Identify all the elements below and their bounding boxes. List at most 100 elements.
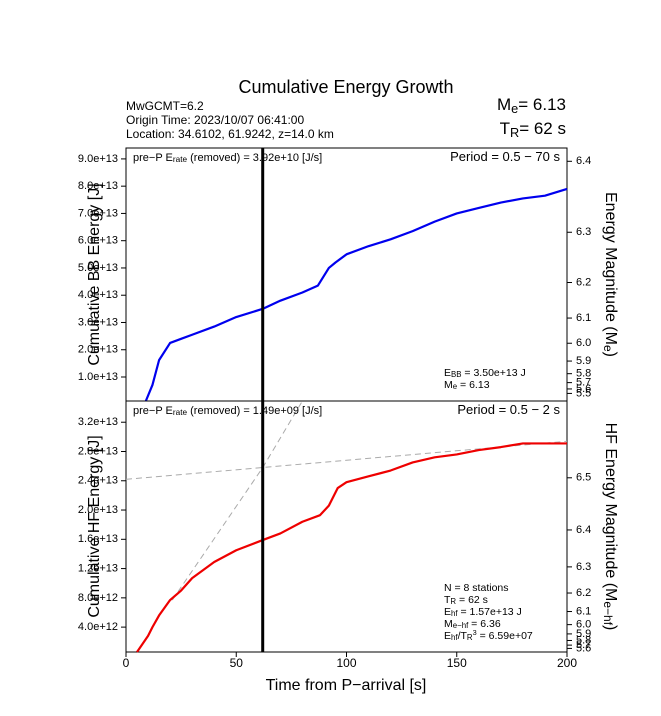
y2-tick-label: 6.2 — [576, 587, 591, 599]
period-annotation-part: Period = 0.5 − 70 s — [450, 149, 560, 164]
stats-line-part: 3 — [473, 628, 477, 637]
panel-frame — [125, 147, 568, 402]
y2-tick-label: 5.5 — [576, 387, 591, 399]
y2-axis-label-part: e — [601, 345, 615, 352]
y2-tick-label: 5.6 — [576, 642, 591, 654]
y2-axis-label-part: HF Energy Magnitude (M — [602, 423, 619, 602]
rupture-time-label: TR= 62 s — [500, 119, 566, 139]
y-tick-label: 6.0e+13 — [78, 235, 118, 247]
rupture-time-label-part: T — [500, 119, 510, 138]
y-tick-label: 9.0e+13 — [78, 153, 118, 165]
stats-line: Me−hf = 6.36 — [444, 618, 501, 630]
y2-tick-label: 5.7 — [576, 639, 591, 651]
y-tick-label: 7.0e+13 — [78, 207, 118, 219]
stats-line: TR = 62 s — [444, 594, 488, 606]
y2-tick-label: 6.0 — [576, 337, 591, 349]
magnitude-label-part: e — [511, 101, 518, 116]
x-tick-label: 200 — [557, 656, 577, 670]
energy-curve — [136, 442, 567, 653]
stats-line-part: E — [444, 630, 451, 642]
erate-annotation-part: (removed) = 1.49e+09 [J/s] — [187, 405, 322, 417]
y-tick-label: 2.4e+13 — [78, 475, 118, 487]
y-tick-label: 5.0e+13 — [78, 262, 118, 274]
rupture-time-label-part: = 62 s — [519, 119, 566, 138]
info-line: MwGCMT=6.2 — [126, 99, 204, 113]
y2-tick-label: 5.7 — [576, 377, 591, 389]
y-tick-label: 4.0e+12 — [78, 621, 118, 633]
stats-line-part: R — [450, 597, 456, 606]
y2-tick-label: 6.5 — [576, 472, 591, 484]
y2-tick-label: 5.9 — [576, 355, 591, 367]
magnitude-label: Me= 6.13 — [497, 95, 566, 115]
stats-line-part: hf — [451, 633, 458, 642]
y-axis-label-part: Cumulative BB Energy [J] — [86, 183, 103, 365]
stats-line-part: = 6.13 — [457, 379, 490, 391]
stats-line-part: M — [444, 618, 453, 630]
erate-annotation-part: rate — [173, 155, 188, 164]
stats-line: Ehf/TR3 = 6.59e+07 — [444, 628, 533, 642]
y-tick-label: 4.0e+13 — [78, 289, 118, 301]
y2-tick-label: 6.3 — [576, 226, 591, 238]
y-tick-label: 1.0e+13 — [78, 371, 118, 383]
stats-line-part: e−hf — [453, 621, 469, 630]
stats-line-part: = 3.50e+13 J — [462, 367, 526, 379]
y2-tick-label: 6.1 — [576, 605, 591, 617]
y-axis-label-part: Cumulative HF Energy [J] — [86, 435, 103, 617]
y-tick-label: 3.0e+13 — [78, 316, 118, 328]
energy-curve — [144, 187, 568, 402]
y2-tick-label: 6.1 — [576, 312, 591, 324]
y2-tick-label: 6.4 — [576, 524, 591, 536]
y2-axis-label: Energy Magnitude (Me) — [601, 192, 619, 357]
reference-line — [125, 440, 568, 480]
magnitude-label-part: = 6.13 — [518, 95, 566, 114]
x-axis-label: Time from P−arrival [s] — [266, 677, 427, 694]
erate-annotation-part: (removed) = 3.92e+10 [J/s] — [187, 152, 322, 164]
stats-line-part: hf — [451, 609, 458, 618]
period-annotation: Period = 0.5 − 70 s — [450, 149, 560, 164]
period-annotation-part: Period = 0.5 − 2 s — [457, 402, 560, 417]
y-tick-label: 1.6e+13 — [78, 533, 118, 545]
y-tick-label: 2.8e+13 — [78, 445, 118, 457]
erate-annotation: pre−P Erate (removed) = 1.49e+09 [J/s] — [133, 405, 322, 417]
y2-tick-label: 5.8 — [576, 634, 591, 646]
stats-line: N = 8 stations — [444, 582, 509, 594]
chart-title: Cumulative Energy Growth — [238, 77, 453, 97]
stats-line-part: e — [453, 382, 458, 391]
info-line: Location: 34.6102, 61.9242, z=14.0 km — [126, 127, 334, 141]
reference-line — [171, 400, 303, 601]
stats-line: Ehf = 1.57e+13 J — [444, 606, 522, 618]
y2-tick-label: 6.0 — [576, 619, 591, 631]
y2-tick-label: 6.2 — [576, 276, 591, 288]
y2-axis-label-part: ) — [602, 625, 619, 630]
erate-annotation: pre−P Erate (removed) = 3.92e+10 [J/s] — [133, 152, 322, 164]
stats-line: EBB = 3.50e+13 J — [444, 367, 526, 379]
magnitude-label-part: M — [497, 95, 511, 114]
stats-line-part: = 6.36 — [468, 618, 501, 630]
stats-line-part: = 1.57e+13 J — [458, 606, 522, 618]
stats-line-part: M — [444, 379, 453, 391]
rupture-time-label-part: R — [510, 125, 519, 140]
x-tick-label: 150 — [447, 656, 467, 670]
y-tick-label: 2.0e+13 — [78, 344, 118, 356]
y2-axis-label-part: Energy Magnitude (M — [602, 192, 619, 345]
stats-line: Me = 6.13 — [444, 379, 490, 391]
stats-line-part: R — [467, 633, 473, 642]
y-tick-label: 1.2e+13 — [78, 562, 118, 574]
y-tick-label: 3.2e+13 — [78, 416, 118, 428]
y2-axis-label: HF Energy Magnitude (Me−hf) — [601, 423, 619, 631]
y-tick-label: 8.0e+12 — [78, 592, 118, 604]
x-tick-label: 100 — [336, 656, 356, 670]
y2-tick-label: 5.8 — [576, 368, 591, 380]
y-axis-label: Cumulative BB Energy [J] — [86, 183, 103, 365]
erate-annotation-part: pre−P E — [133, 405, 173, 417]
y-axis-label: Cumulative HF Energy [J] — [86, 435, 103, 617]
erate-annotation-part: rate — [173, 408, 188, 417]
stats-line-part: /T — [458, 630, 468, 642]
y2-axis-label-part: e−hf — [601, 601, 615, 625]
erate-annotation-part: pre−P E — [133, 152, 173, 164]
y2-tick-label: 5.9 — [576, 628, 591, 640]
stats-line-part: T — [444, 594, 451, 606]
y2-tick-label: 6.3 — [576, 561, 591, 573]
stats-line-part: = 62 s — [456, 594, 488, 606]
